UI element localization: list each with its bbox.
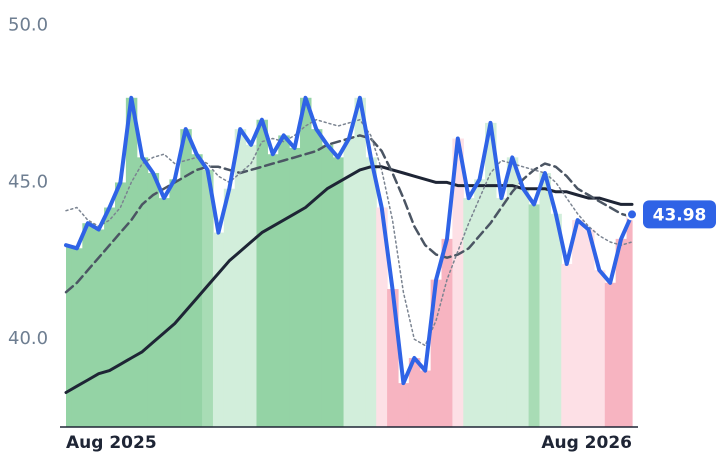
area-bar: [572, 220, 584, 427]
area-bar: [528, 204, 541, 427]
area-bar: [550, 213, 562, 427]
area-bar: [169, 179, 181, 427]
area-bar: [114, 182, 127, 427]
area-bar: [300, 97, 312, 427]
area-bar: [430, 279, 443, 427]
area-bar: [517, 188, 530, 427]
area-bar: [234, 129, 247, 427]
area-bar: [376, 207, 388, 427]
price-line: [64, 95, 634, 386]
short-average-line: [65, 118, 633, 347]
area-bar: [408, 358, 421, 427]
y-tick-label: 45.0: [8, 171, 48, 192]
area-bar: [604, 282, 617, 427]
area-bar: [147, 173, 160, 427]
area-bar: [354, 97, 366, 427]
area-bar: [539, 173, 551, 427]
value-badge-label: 43.98: [653, 205, 707, 225]
area-bar: [191, 154, 203, 427]
area-bar: [561, 263, 573, 427]
area-bar: [365, 157, 377, 427]
area-bar: [485, 122, 497, 427]
last-point: [626, 208, 638, 221]
area-bar: [310, 129, 323, 427]
area-bar: [452, 138, 464, 427]
area-bar: [441, 238, 454, 427]
value-badge: [643, 200, 716, 229]
area-bar: [474, 179, 486, 427]
area-bar: [343, 138, 356, 427]
area-bar: [223, 188, 236, 427]
area-bar: [615, 238, 628, 427]
area-bar: [82, 223, 94, 427]
y-tick-label: 40.0: [8, 328, 48, 349]
area-bar: [93, 229, 105, 427]
area-bar: [495, 198, 508, 427]
x-tick-label: Aug 2026: [541, 433, 632, 453]
y-tick-label: 50.0: [8, 15, 48, 36]
area-bar: [506, 157, 519, 427]
area-bar: [71, 248, 83, 427]
area-bar: [321, 144, 334, 427]
area-bar: [180, 129, 192, 427]
area-bar: [66, 245, 73, 427]
area-bar: [593, 270, 606, 427]
area-bar: [267, 154, 279, 427]
area-bar: [387, 289, 399, 427]
area-bar: [397, 383, 410, 427]
area-bar: [419, 370, 432, 427]
area-bar: [256, 119, 268, 427]
area-bar: [202, 169, 214, 427]
area-bar: [158, 198, 171, 427]
x-tick-label: Aug 2025: [66, 433, 157, 453]
area-bar: [125, 97, 138, 427]
area-bar: [583, 229, 595, 427]
area-bar: [104, 207, 116, 427]
area-bar: [626, 214, 633, 427]
area-bars: [66, 97, 633, 428]
area-bar: [332, 157, 345, 427]
area-bar: [463, 198, 475, 427]
area-bar: [212, 232, 225, 427]
lines: [64, 95, 634, 394]
area-bar: [245, 144, 258, 427]
area-bar: [289, 147, 301, 427]
area-bar: [278, 135, 290, 428]
area-bar: [136, 157, 149, 427]
